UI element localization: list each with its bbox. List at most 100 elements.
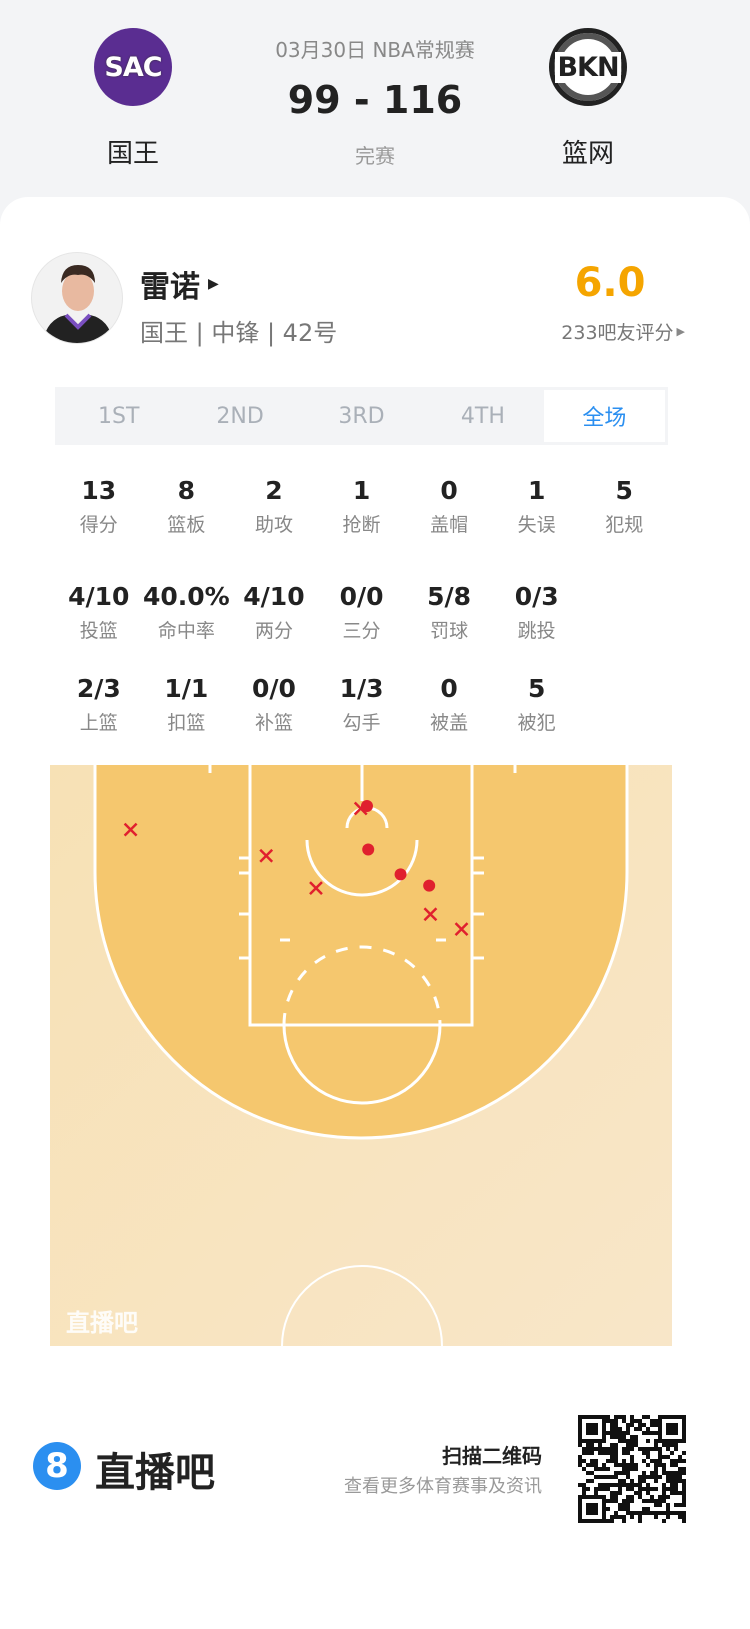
qr-modules	[578, 1415, 686, 1523]
stat-label: 命中率	[157, 620, 215, 642]
tab-1st[interactable]: 1ST	[98, 403, 140, 429]
stat-value: 1/1	[164, 674, 209, 703]
stat-value: 1/3	[339, 674, 384, 703]
stat-label: 上篮	[79, 712, 118, 734]
three-point-area	[95, 765, 627, 1138]
three-point-line	[93, 765, 629, 1140]
stat-label: 三分	[342, 620, 381, 642]
period-tabs: 1ST 2ND 3RD 4TH 全场	[55, 387, 668, 445]
match-date-league: 03月30日 NBA常规赛	[275, 38, 475, 62]
stat-value: 13	[81, 476, 117, 505]
stat-label: 得分	[79, 514, 118, 536]
rating-count-link[interactable]: 233吧友评分 ▶	[561, 322, 685, 344]
stat-item: 5 犯规	[580, 474, 668, 537]
stat-value: 1	[352, 476, 371, 505]
stat-value: 4/10	[243, 582, 305, 611]
shot-missed	[123, 822, 138, 837]
tab-2nd[interactable]: 2ND	[216, 403, 264, 429]
lane	[248, 765, 474, 1027]
center-circle	[281, 1265, 443, 1346]
lane-hash-marks	[239, 856, 484, 960]
shot-missed	[454, 922, 469, 937]
shot-missed	[259, 848, 274, 863]
shot-made	[360, 800, 373, 812]
match-status: 完赛	[355, 144, 395, 168]
stat-label: 两分	[254, 620, 293, 642]
brand-logo-icon: 8	[33, 1442, 81, 1490]
home-team-logo[interactable]: SAC	[94, 28, 172, 106]
stats-row-basic: 13 得分 8 篮板 2 助攻 1 抢断 0 盖帽 1 失误 5 犯规	[55, 474, 668, 537]
stat-label: 失误	[517, 514, 556, 536]
stats-row-shooting: 4/10 投篮 40.0% 命中率 4/10 两分 0/0 三分 5/8 罚球 0/3 跳投	[55, 580, 668, 643]
stat-item: 0 盖帽	[405, 474, 493, 537]
stat-label: 投篮	[79, 620, 118, 642]
stat-item: 0/0 补篮	[230, 672, 318, 735]
stat-label: 助攻	[254, 514, 293, 536]
stat-label: 篮板	[167, 514, 206, 536]
stat-value: 1	[527, 476, 546, 505]
stat-item: 4/10 投篮	[55, 580, 143, 643]
player-avatar[interactable]	[31, 252, 123, 344]
stat-value: 2	[265, 476, 283, 505]
tab-全场[interactable]: 全场	[543, 390, 666, 442]
stat-label: 盖帽	[430, 514, 469, 536]
stat-value: 0/0	[251, 674, 296, 703]
player-rating: 6.0	[574, 260, 646, 306]
stat-item: 8 篮板	[143, 474, 231, 537]
shot-chart: 直播吧	[50, 765, 672, 1346]
free-throw-circle-lower	[282, 1024, 442, 1105]
stat-value: 0/3	[514, 582, 559, 611]
qr-code[interactable]	[578, 1415, 686, 1523]
stat-item: 1 失误	[493, 474, 581, 537]
match-score: 99 - 116	[287, 78, 463, 122]
brand-name: 直播吧	[95, 1450, 215, 1496]
shot-made	[423, 879, 436, 892]
away-team-logo[interactable]: BKN	[549, 28, 627, 106]
player-name-link[interactable]: 雷诺 ▶	[140, 270, 219, 305]
restricted-area	[305, 839, 419, 897]
stat-value: 4/10	[68, 582, 130, 611]
stats-row-shot-types: 2/3 上篮 1/1 扣篮 0/0 补篮 1/3 勾手 0 被盖 5 被犯	[55, 672, 668, 735]
stat-item: 4/10 两分	[230, 580, 318, 643]
tab-4th[interactable]: 4TH	[460, 403, 505, 429]
away-team-name: 篮网	[561, 139, 614, 169]
stat-item: 13 得分	[55, 474, 143, 537]
stat-value: 0/0	[339, 582, 384, 611]
scan-subtitle: 查看更多体育赛事及资讯	[344, 1476, 542, 1497]
stat-label: 勾手	[342, 712, 381, 734]
stat-item: 1/1 扣篮	[143, 672, 231, 735]
stat-label: 犯规	[605, 514, 644, 536]
stat-item: 2/3 上篮	[55, 672, 143, 735]
stat-item: 1/3 勾手	[318, 672, 406, 735]
stat-label: 被犯	[517, 712, 556, 734]
stat-value: 2/3	[76, 674, 121, 703]
stat-item: 40.0% 命中率	[143, 580, 231, 643]
stat-item: 1 抢断	[318, 474, 406, 537]
caret-right-icon: ▶	[676, 325, 685, 338]
shot-made	[362, 843, 375, 856]
stat-item: 0/3 跳投	[493, 580, 581, 643]
stat-value: 5/8	[427, 582, 472, 611]
stat-value: 0	[440, 674, 458, 703]
stat-value: 5	[615, 476, 633, 505]
stat-item: 5/8 罚球	[405, 580, 493, 643]
stat-label: 扣篮	[167, 712, 206, 734]
free-throw-circle-upper	[282, 945, 442, 1026]
stat-value: 8	[177, 476, 196, 505]
stat-item: 5 被犯	[493, 672, 581, 735]
stat-item: 0 被盖	[405, 672, 493, 735]
scan-title: 扫描二维码	[442, 1444, 542, 1468]
stat-label: 抢断	[342, 514, 381, 536]
stat-label: 被盖	[430, 712, 469, 734]
shot-missed	[309, 881, 323, 895]
shot-missed	[423, 907, 438, 922]
tab-3rd[interactable]: 3RD	[338, 403, 385, 429]
stat-label: 罚球	[430, 620, 469, 642]
watermark: 直播吧	[66, 1309, 138, 1337]
player-info: 国王 | 中锋 | 42号	[140, 319, 338, 347]
stat-label: 补篮	[254, 712, 293, 734]
stat-value: 5	[527, 674, 546, 703]
stat-item: 0/0 三分	[318, 580, 406, 643]
stat-item: 2 助攻	[230, 474, 318, 537]
top-ticks	[208, 765, 517, 773]
